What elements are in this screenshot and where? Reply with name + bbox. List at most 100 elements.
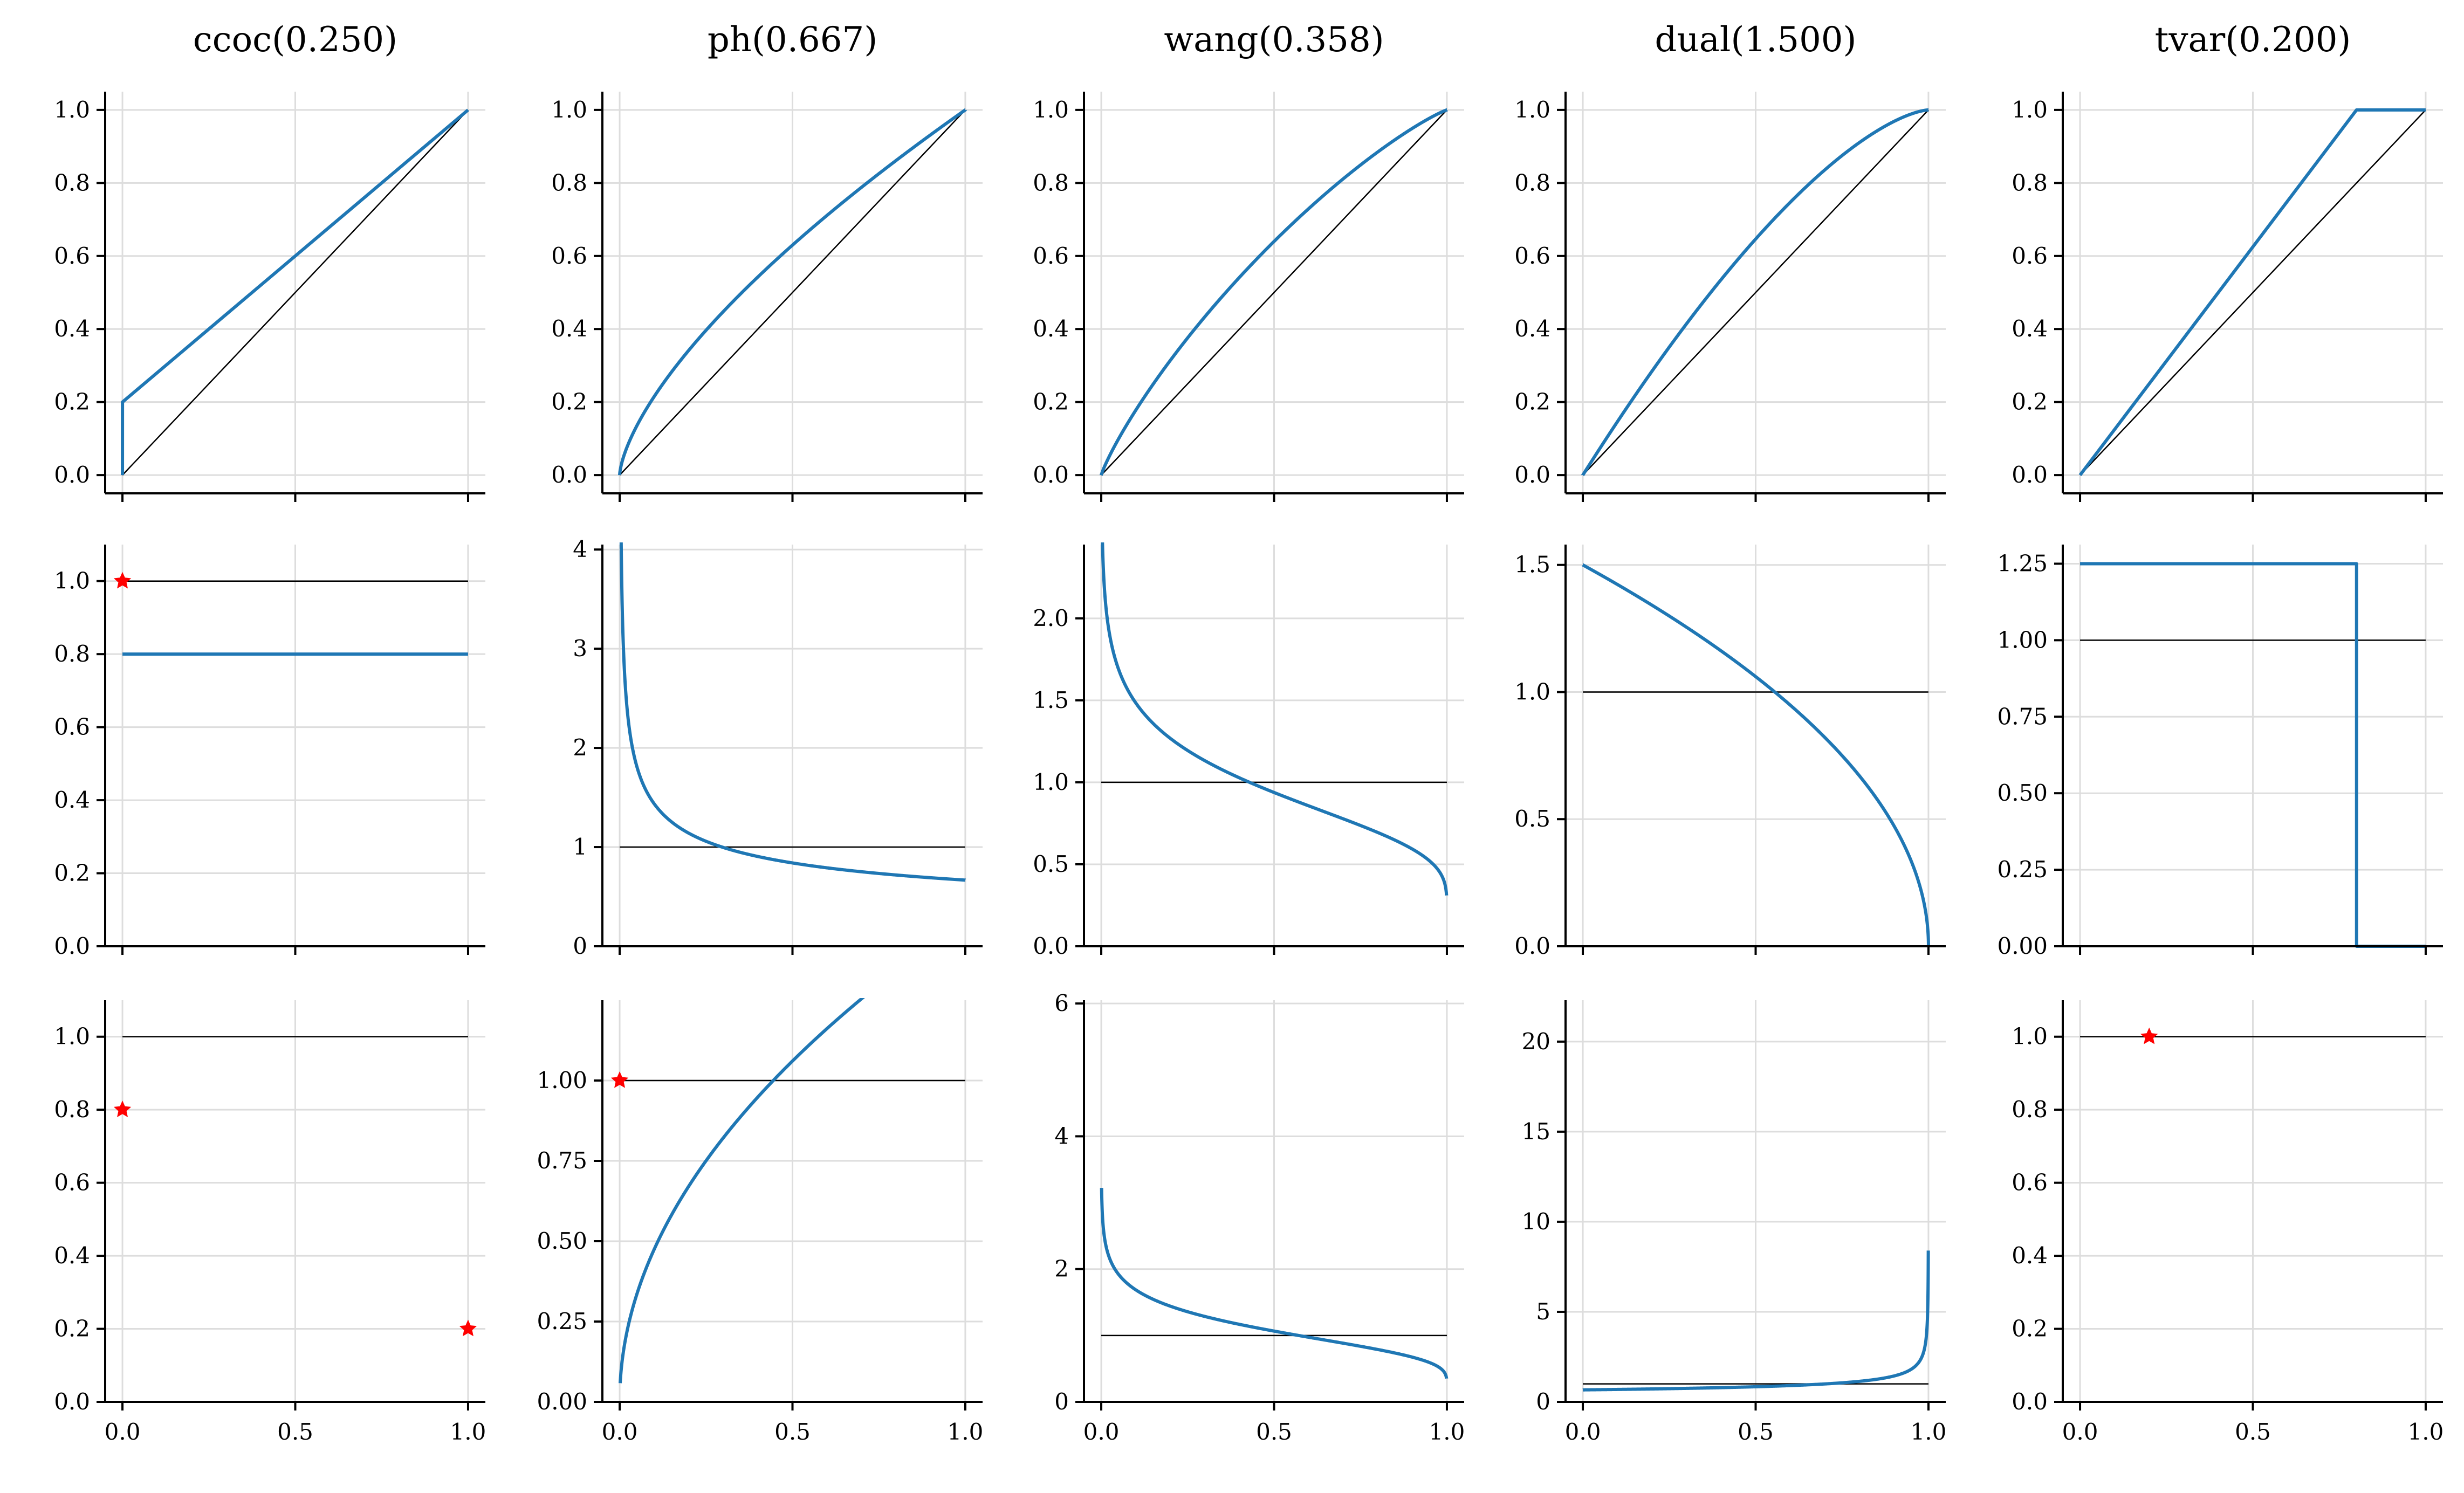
y-tick-label: 0.8 <box>54 169 90 196</box>
y-tick-label: 1.0 <box>1033 97 1069 123</box>
x-tick-label: 0.5 <box>2235 1419 2271 1445</box>
x-tick-label: 0.5 <box>774 1419 811 1445</box>
plot-area <box>121 108 469 476</box>
x-tick-label: 0.5 <box>277 1419 313 1445</box>
x-tick-label: 1.0 <box>948 1419 984 1445</box>
subplot-r2-c3: 0 5 10 15 20 0.0 0.5 1.0 <box>1522 1000 1947 1445</box>
plot-area <box>1581 563 1930 948</box>
y-tick-label: 1.0 <box>551 97 587 123</box>
plot-area <box>1581 108 1930 477</box>
y-tick-label: 0.0 <box>551 462 587 488</box>
y-tick-label: 0 <box>1536 1388 1550 1415</box>
series-line <box>619 998 865 1385</box>
x-tick-label: 1.0 <box>2408 1419 2444 1445</box>
red-star-marker <box>113 572 132 589</box>
subplot-r0-c2: wang(0.358) 0.0 0.2 0.4 0.6 0.8 1.0 <box>1033 20 1464 502</box>
subplot-r0-c4: tvar(0.200) 0.0 0.2 0.4 0.6 0.8 1.0 <box>2012 20 2443 502</box>
plot-area <box>618 108 967 477</box>
subplot-r0-c1: ph(0.667) 0.0 0.2 0.4 0.6 0.8 1.0 <box>551 20 983 502</box>
y-tick-label: 0.00 <box>537 1388 587 1415</box>
y-tick-label: 0.8 <box>551 169 587 196</box>
y-tick-label: 1.25 <box>1997 550 2048 576</box>
subplot-title: wang(0.358) <box>1164 20 1384 60</box>
y-tick-label: 0.2 <box>551 389 587 415</box>
y-tick-label: 2 <box>573 734 587 761</box>
y-tick-label: 1.00 <box>1997 627 2048 653</box>
series-line <box>1100 108 1449 477</box>
plot-area <box>619 998 965 1385</box>
y-tick-label: 0.75 <box>1997 703 2048 730</box>
y-tick-label: 0.6 <box>1514 243 1550 269</box>
y-tick-label: 6 <box>1054 990 1069 1016</box>
y-tick-label: 1.5 <box>1033 687 1069 713</box>
subplot-title: tvar(0.200) <box>2155 20 2351 60</box>
y-tick-label: 0.0 <box>2012 1388 2048 1415</box>
x-tick-label: 0.5 <box>1738 1419 1774 1445</box>
y-tick-label: 0.4 <box>1514 315 1550 342</box>
y-tick-label: 5 <box>1536 1298 1550 1325</box>
series-line <box>2078 108 2426 476</box>
subplot-r2-c2: 0 2 4 6 0.0 0.5 1.0 <box>1054 990 1465 1445</box>
plot-area <box>2078 108 2426 476</box>
plot-area <box>122 580 468 656</box>
y-tick-label: 0.8 <box>54 1096 90 1123</box>
y-tick-label: 10 <box>1522 1208 1550 1235</box>
subplot-title: ph(0.667) <box>708 20 877 60</box>
y-tick-label: 4 <box>1054 1123 1069 1149</box>
y-tick-label: 1.0 <box>2012 97 2048 123</box>
x-tick-label: 0.0 <box>1565 1419 1601 1445</box>
x-tick-label: 0.0 <box>602 1419 638 1445</box>
y-tick-label: 1.0 <box>54 1023 90 1050</box>
y-tick-label: 0.0 <box>54 1388 90 1415</box>
y-tick-label: 2.0 <box>1033 605 1069 631</box>
y-tick-label: 0.0 <box>1033 462 1069 488</box>
subplot-title: dual(1.500) <box>1655 20 1857 60</box>
subplot-r1-c3: 0.0 0.5 1.0 1.5 <box>1514 545 1946 959</box>
subplot-r1-c2: 0.0 0.5 1.0 1.5 2.0 <box>1033 542 1464 959</box>
y-tick-label: 0.6 <box>54 714 90 740</box>
y-tick-label: 0.25 <box>537 1308 587 1334</box>
y-tick-label: 15 <box>1522 1118 1550 1145</box>
y-tick-label: 0.50 <box>1997 780 2048 806</box>
red-star-marker <box>113 1100 132 1117</box>
plot-area <box>619 542 967 882</box>
y-tick-label: 0.2 <box>2012 1316 2048 1342</box>
subplot-r2-c4: 0.0 0.2 0.4 0.6 0.8 1.0 0.0 0.5 1.0 <box>2012 1000 2444 1445</box>
y-tick-label: 0.2 <box>1514 389 1550 415</box>
y-tick-label: 0.4 <box>2012 1242 2048 1269</box>
y-tick-label: 0.0 <box>2012 462 2048 488</box>
y-tick-label: 1.5 <box>1514 552 1550 578</box>
x-tick-label: 1.0 <box>1911 1419 1947 1445</box>
y-tick-label: 0.6 <box>551 243 587 269</box>
y-tick-label: 2 <box>1054 1256 1069 1282</box>
y-tick-label: 0.4 <box>551 315 587 342</box>
plot-area <box>1100 1186 1449 1380</box>
y-tick-label: 1.00 <box>537 1067 587 1093</box>
x-tick-label: 0.5 <box>1256 1419 1292 1445</box>
subplot-r2-c1: 0.00 0.25 0.50 0.75 1.00 0.0 0.5 1.0 <box>537 998 984 1445</box>
y-tick-label: 0.2 <box>2012 389 2048 415</box>
y-tick-label: 1.0 <box>54 568 90 594</box>
diagonal-reference-line <box>619 109 966 476</box>
plot-area <box>1581 1249 1930 1392</box>
y-tick-label: 1.0 <box>1033 769 1069 795</box>
diagonal-reference-line <box>1101 109 1447 476</box>
y-tick-label: 0.8 <box>1514 169 1550 196</box>
y-tick-label: 0.8 <box>1033 169 1069 196</box>
subplot-r1-c0: 0.0 0.2 0.4 0.6 0.8 1.0 <box>54 545 485 959</box>
y-tick-label: 1.0 <box>1514 97 1550 123</box>
y-tick-label: 0.5 <box>1514 806 1550 832</box>
y-tick-label: 0.00 <box>1997 933 2048 959</box>
y-tick-label: 0.8 <box>2012 169 2048 196</box>
y-tick-label: 0.0 <box>1514 462 1550 488</box>
diagonal-reference-line <box>1582 109 1929 476</box>
subplot-r1-c1: 0 1 2 3 4 <box>573 536 983 959</box>
y-tick-label: 0.2 <box>54 389 90 415</box>
y-tick-label: 0.0 <box>1033 933 1069 959</box>
plot-area <box>1100 108 1449 477</box>
y-tick-label: 0.4 <box>54 1242 90 1269</box>
y-tick-label: 0.2 <box>54 1316 90 1342</box>
y-tick-label: 0.0 <box>54 933 90 959</box>
y-tick-label: 0.6 <box>1033 243 1069 269</box>
